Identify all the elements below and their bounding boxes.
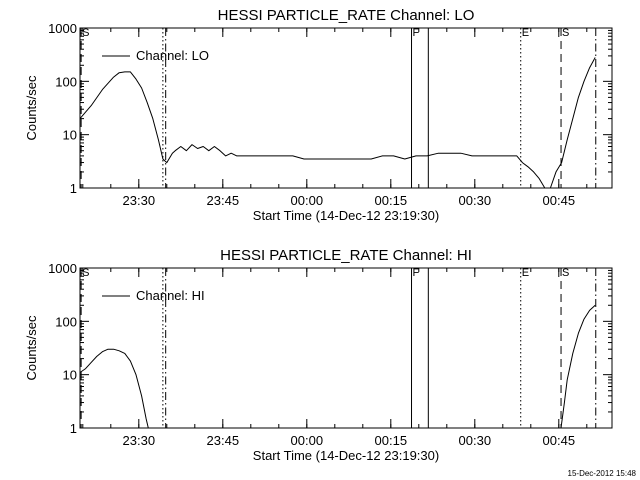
ch1-x-tick-label: 23:30 (123, 433, 156, 448)
ch1-x-tick-label: 00:15 (375, 433, 408, 448)
ch0-y-tick-label: 10 (63, 128, 77, 143)
ch0-marker-label: E (522, 27, 529, 39)
ch1-y-tick-label: 1 (70, 421, 77, 436)
ch0-x-tick-label: 00:00 (291, 193, 324, 208)
ch0-y-tick-label: 100 (55, 74, 77, 89)
timestamp-label: 15-Dec-2012 15:48 (568, 469, 637, 478)
ch1-x-tick-label: 00:45 (543, 433, 576, 448)
ch1-x-axis-label: Start Time (14-Dec-12 23:19:30) (253, 448, 439, 463)
ch0-marker-label: F (413, 27, 420, 39)
ch0-marker-label: S (82, 27, 89, 39)
ch1-y-axis-label: Counts/sec (24, 315, 39, 381)
ch0-x-tick-label: 23:30 (123, 193, 156, 208)
ch0-x-tick-label: 00:15 (375, 193, 408, 208)
ch1-x-tick-label: 00:30 (459, 433, 492, 448)
ch1-marker-label: E (522, 267, 529, 279)
ch0-y-tick-label: 1 (70, 181, 77, 196)
ch1-title: HESSI PARTICLE_RATE Channel: HI (220, 247, 472, 264)
ch1-marker-label: S (82, 267, 89, 279)
chart-panel-lo: HESSI PARTICLE_RATE Channel: LO 1 10 100 100… (24, 7, 613, 223)
chart-panel-hi: HESSI PARTICLE_RATE Channel: HI 1 10 100 100… (24, 247, 613, 463)
ch1-marker-label: S (562, 267, 569, 279)
ch0-x-tick-label: 00:30 (459, 193, 492, 208)
ch1-y-tick-label: 100 (55, 314, 77, 329)
ch0-y-axis-label: Counts/sec (24, 75, 39, 141)
ch1-y-tick-label: 10 (63, 368, 77, 383)
ch1-legend-label: Channel: HI (136, 288, 205, 303)
ch0-x-tick-label: 00:45 (543, 193, 576, 208)
ch1-x-tick-label: 00:00 (291, 433, 324, 448)
ch1-series-line (79, 304, 596, 429)
ch1-marker-label: F (413, 267, 420, 279)
ch1-y-tick-label: 1000 (48, 261, 77, 276)
ch0-plot-frame (79, 27, 613, 189)
ch0-legend-label: Channel: LO (136, 48, 209, 63)
ch0-y-tick-label: 1000 (48, 21, 77, 36)
ch0-title: HESSI PARTICLE_RATE Channel: LO (218, 7, 475, 24)
ch0-x-axis-label: Start Time (14-Dec-12 23:19:30) (253, 208, 439, 223)
ch1-x-tick-label: 23:45 (207, 433, 240, 448)
ch0-marker-label: S (562, 27, 569, 39)
ch0-x-tick-label: 23:45 (207, 193, 240, 208)
ch0-series-line (79, 57, 596, 189)
